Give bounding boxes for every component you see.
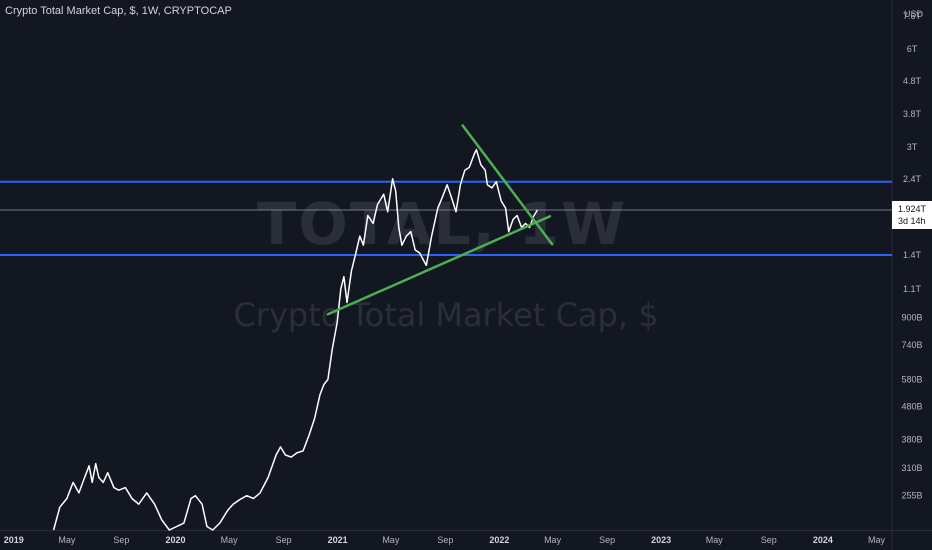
y-tick-label: 6T [907, 44, 918, 54]
y-tick-label: 380B [901, 434, 922, 444]
x-tick-label: May [221, 535, 239, 545]
x-tick-label: Sep [437, 535, 453, 545]
x-tick-label: 2021 [328, 535, 348, 545]
last-price-label-background [892, 201, 932, 230]
last-price-value: 1.924T [898, 204, 927, 214]
y-tick-label: 3.8T [903, 109, 922, 119]
x-tick-label: Sep [113, 535, 129, 545]
y-tick-label: 580B [901, 375, 922, 385]
x-tick-label: 2022 [489, 535, 509, 545]
y-tick-label: 310B [901, 463, 922, 473]
horizontal-levels[interactable] [0, 180, 892, 256]
y-tick-label: 480B [901, 401, 922, 411]
y-tick-label: 1.1T [903, 284, 922, 294]
x-tick-label: 2019 [4, 535, 24, 545]
x-tick-label: May [706, 535, 724, 545]
last-price-label: 1.924T 3d 14h [892, 201, 932, 230]
x-tick-label: 2024 [813, 535, 833, 545]
x-tick-label: 2020 [165, 535, 185, 545]
y-tick-label: 740B [901, 340, 922, 350]
time-axis-background[interactable] [0, 530, 932, 550]
y-tick-label: 900B [901, 312, 922, 322]
trendline-2[interactable] [326, 215, 552, 316]
trendline-1[interactable] [461, 124, 554, 246]
price-axis-ticks: 255B 310B 380B 480B 580B 740B 900B 1.1T 1.4T 2.4T… [901, 11, 922, 501]
countdown-to-close: 3d 14h [898, 216, 926, 226]
y-tick-label: 3T [907, 142, 918, 152]
currency-label[interactable]: USD [904, 9, 924, 19]
y-tick-label: 1.4T [903, 250, 922, 260]
time-axis-ticks: 2019 May Sep 2020 May Sep 2021 May Sep 2022 May Sep… [4, 535, 886, 545]
watermark-symbol: TOTAL, 1W [257, 190, 627, 258]
y-tick-label: 7.6T [903, 11, 922, 21]
chart-legend[interactable]: Crypto Total Market Cap, $, 1W, CRYPTOCA… [5, 5, 232, 17]
price-axis-background[interactable] [892, 0, 932, 530]
price-series-line[interactable] [52, 148, 539, 531]
x-tick-label: May [544, 535, 562, 545]
x-tick-label: Sep [599, 535, 615, 545]
x-tick-label: 2023 [651, 535, 671, 545]
trendlines[interactable] [326, 124, 554, 316]
x-tick-label: May [382, 535, 400, 545]
x-tick-label: May [58, 535, 76, 545]
x-tick-label: May [868, 535, 886, 545]
y-tick-label: 255B [901, 491, 922, 501]
y-tick-label: 4.8T [903, 76, 922, 86]
watermark-description: Crypto Total Market Cap, $ [233, 296, 658, 334]
x-tick-label: Sep [761, 535, 777, 545]
y-tick-label: 2.4T [903, 174, 922, 184]
x-tick-label: Sep [276, 535, 292, 545]
